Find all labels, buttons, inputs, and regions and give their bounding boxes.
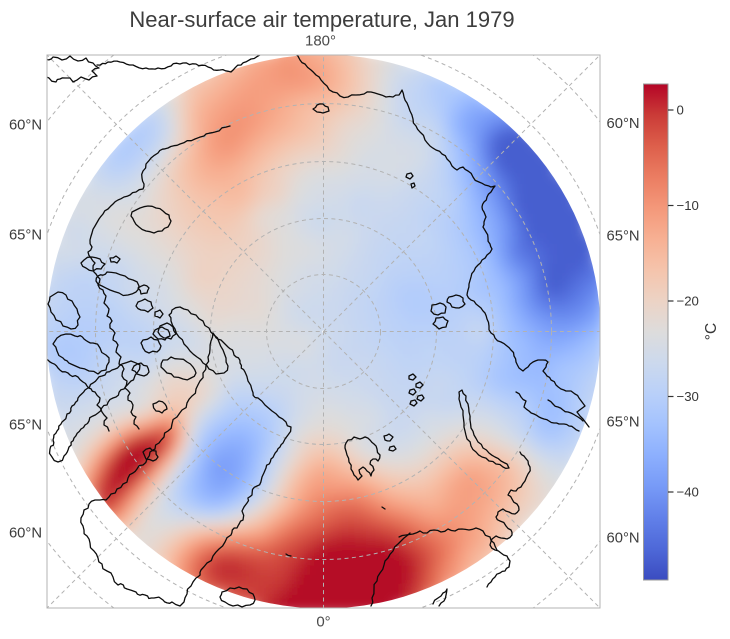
- svg-text:65°N: 65°N: [607, 229, 640, 245]
- svg-text:Near-surface air temperature,: Near-surface air temperature, Jan 1979: [129, 7, 514, 32]
- svg-text:60°N: 60°N: [9, 526, 42, 542]
- svg-text:0: 0: [677, 103, 684, 118]
- svg-text:60°N: 60°N: [607, 531, 640, 547]
- svg-text:−40: −40: [677, 485, 699, 500]
- svg-text:−20: −20: [677, 294, 699, 309]
- svg-text:−30: −30: [677, 389, 699, 404]
- svg-text:0°: 0°: [316, 614, 330, 631]
- svg-text:60°N: 60°N: [9, 117, 42, 133]
- svg-text:−10: −10: [677, 198, 699, 213]
- svg-text:65°N: 65°N: [9, 417, 42, 433]
- svg-text:°C: °C: [703, 323, 720, 340]
- svg-text:60°N: 60°N: [607, 116, 640, 132]
- svg-text:65°N: 65°N: [9, 227, 42, 243]
- svg-text:65°N: 65°N: [607, 415, 640, 431]
- svg-text:180°: 180°: [305, 33, 336, 50]
